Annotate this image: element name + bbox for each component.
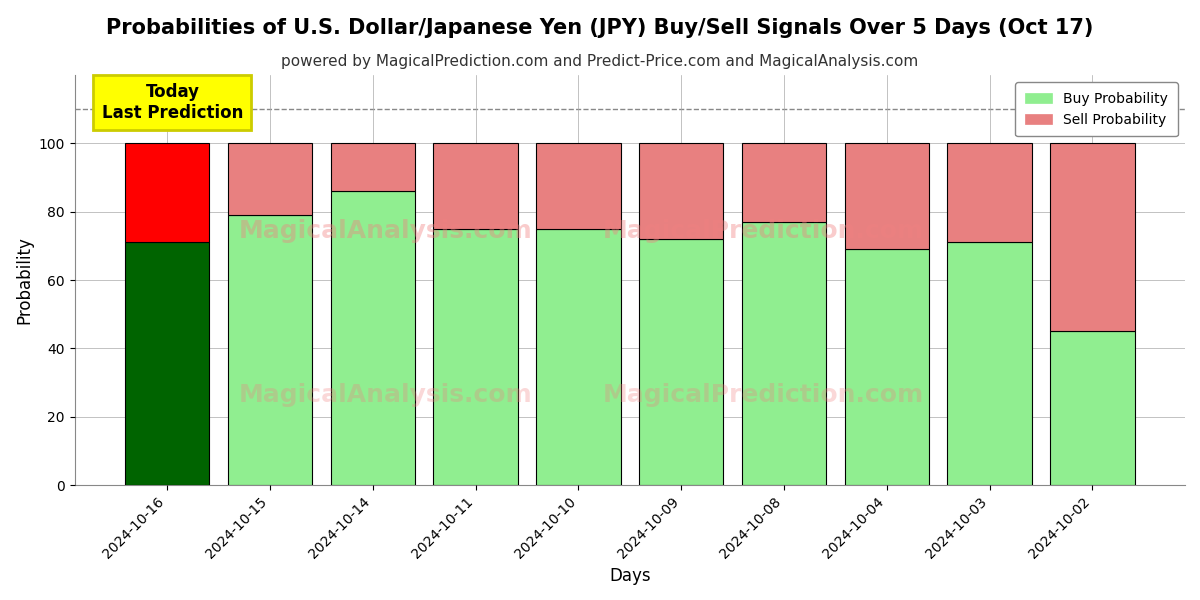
- Bar: [845, 143, 929, 250]
- X-axis label: Days: Days: [610, 567, 650, 585]
- Bar: [433, 229, 517, 485]
- Bar: [536, 143, 620, 229]
- Bar: [1050, 331, 1134, 485]
- Text: powered by MagicalPrediction.com and Predict-Price.com and MagicalAnalysis.com: powered by MagicalPrediction.com and Pre…: [281, 54, 919, 69]
- Y-axis label: Probability: Probability: [16, 236, 34, 324]
- Bar: [948, 143, 1032, 242]
- Bar: [228, 215, 312, 485]
- Bar: [948, 242, 1032, 485]
- Bar: [228, 143, 312, 215]
- Bar: [742, 222, 826, 485]
- Bar: [1050, 143, 1134, 331]
- Bar: [640, 143, 724, 239]
- Text: MagicalAnalysis.com: MagicalAnalysis.com: [239, 219, 533, 243]
- Bar: [536, 229, 620, 485]
- Bar: [742, 143, 826, 222]
- Bar: [125, 143, 210, 242]
- Text: Today
Last Prediction: Today Last Prediction: [102, 83, 244, 122]
- Text: MagicalAnalysis.com: MagicalAnalysis.com: [239, 383, 533, 407]
- Bar: [331, 191, 415, 485]
- Bar: [125, 242, 210, 485]
- Legend: Buy Probability, Sell Probability: Buy Probability, Sell Probability: [1015, 82, 1178, 136]
- Text: MagicalPrediction.com: MagicalPrediction.com: [602, 383, 924, 407]
- Bar: [331, 143, 415, 191]
- Text: MagicalPrediction.com: MagicalPrediction.com: [602, 219, 924, 243]
- Bar: [640, 239, 724, 485]
- Bar: [845, 250, 929, 485]
- Bar: [433, 143, 517, 229]
- Text: Probabilities of U.S. Dollar/Japanese Yen (JPY) Buy/Sell Signals Over 5 Days (Oc: Probabilities of U.S. Dollar/Japanese Ye…: [107, 18, 1093, 38]
